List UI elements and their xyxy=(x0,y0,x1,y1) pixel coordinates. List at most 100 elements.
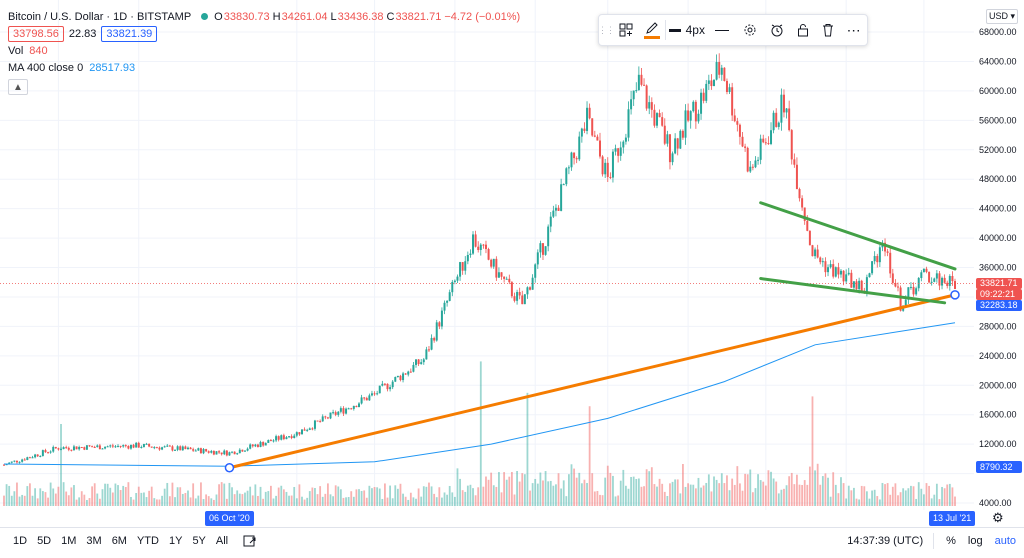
volume-bar xyxy=(865,491,868,506)
volume-legend[interactable]: Vol 840 xyxy=(8,42,523,59)
candle-body xyxy=(490,259,493,267)
trash-icon[interactable] xyxy=(815,15,840,45)
line-width-icon[interactable]: 4px xyxy=(666,15,708,45)
candle-body xyxy=(624,137,627,142)
candle-body xyxy=(772,112,775,131)
volume-bar xyxy=(588,406,591,506)
candle-body xyxy=(731,87,734,116)
volume-bar xyxy=(632,476,635,506)
candle-body xyxy=(609,176,612,178)
candle-body xyxy=(352,405,355,409)
lock-icon[interactable] xyxy=(790,15,815,45)
ma-legend[interactable]: MA 400 close 0 28517.93 xyxy=(8,59,523,76)
volume-bar xyxy=(324,493,327,506)
candle-body xyxy=(930,281,933,283)
template-icon[interactable] xyxy=(613,15,640,45)
more-icon[interactable]: ⋯ xyxy=(846,21,861,38)
candle-body xyxy=(816,249,819,258)
candle-body xyxy=(39,455,42,457)
volume-bar xyxy=(106,483,109,506)
price-axis[interactable]: 68000.00 64000.00 60000.00 56000.00 52000.00… xyxy=(974,0,1024,510)
candle-body xyxy=(757,159,760,161)
clock-time[interactable]: 14:37:39 (UTC) xyxy=(847,534,924,547)
auto-scale-toggle[interactable]: auto xyxy=(994,534,1016,547)
range-button-ytd[interactable]: YTD xyxy=(136,534,159,547)
volume-bar xyxy=(669,483,671,506)
candle-body xyxy=(788,108,791,131)
candle-body xyxy=(614,148,617,152)
volume-bar xyxy=(448,485,451,506)
volume-bar xyxy=(477,487,480,506)
alert-icon[interactable] xyxy=(763,15,790,45)
volume-bar xyxy=(65,491,68,506)
volume-bar xyxy=(350,491,353,506)
candle-body xyxy=(630,99,633,110)
volume-bar xyxy=(21,494,24,506)
range-button-1y[interactable]: 1Y xyxy=(168,534,183,547)
collapse-legend-button[interactable]: ▲ xyxy=(8,79,28,95)
sell-price-button[interactable]: 33798.56 xyxy=(8,25,64,42)
candle-body xyxy=(705,83,708,101)
volume-bar xyxy=(834,484,837,506)
volume-bar xyxy=(327,483,329,506)
volume-bar xyxy=(184,492,187,506)
volume-bar xyxy=(456,468,459,506)
volume-bar xyxy=(741,490,744,506)
range-button-5y[interactable]: 5Y xyxy=(192,534,206,547)
currency-selector[interactable]: USD ▾ xyxy=(986,9,1018,24)
gear-icon[interactable] xyxy=(737,15,764,45)
candle-body xyxy=(264,442,267,446)
range-button-5d[interactable]: 5D xyxy=(37,534,52,547)
buy-price-button[interactable]: 33821.39 xyxy=(101,25,158,42)
candle-body xyxy=(878,247,881,263)
volume-bar xyxy=(479,361,482,506)
volume-bar xyxy=(433,493,436,506)
candle-body xyxy=(26,457,29,460)
candle-body xyxy=(928,271,931,283)
candle-body xyxy=(72,446,75,451)
candle-body xyxy=(98,445,101,450)
volume-bar xyxy=(772,478,775,506)
volume-bar xyxy=(871,490,873,506)
candle-body xyxy=(487,249,490,260)
candle-body xyxy=(448,292,451,301)
range-button-1m[interactable]: 1M xyxy=(61,534,77,547)
candle-body xyxy=(446,300,449,303)
chart-pane[interactable]: AugSepNovDec2021FebMarAprMayJunJul11 xyxy=(0,0,974,523)
candle-body xyxy=(158,447,161,450)
symbol-title[interactable]: Bitcoin / U.S. Dollar · 1D · BITSTAMP xyxy=(8,10,192,23)
line-style-icon[interactable] xyxy=(708,15,737,45)
volume-bar xyxy=(207,496,210,506)
candle-body xyxy=(777,122,780,127)
range-button-all[interactable]: All xyxy=(215,534,229,547)
volume-bar xyxy=(223,483,226,506)
volume-bar xyxy=(863,486,866,506)
price-chart[interactable]: AugSepNovDec2021FebMarAprMayJunJul11 xyxy=(0,0,974,523)
candle-body xyxy=(106,446,109,448)
candle-body xyxy=(725,80,728,92)
volume-bar xyxy=(57,486,60,506)
candle-body xyxy=(850,272,853,288)
goto-date-icon[interactable] xyxy=(243,534,257,548)
range-button-1d[interactable]: 1D xyxy=(13,534,28,547)
volume-bar xyxy=(277,487,280,506)
chart-settings-gear-icon[interactable]: ⚙ xyxy=(992,510,1004,525)
range-button-6m[interactable]: 6M xyxy=(111,534,127,547)
volume-bar xyxy=(658,478,661,506)
candle-body xyxy=(598,140,601,157)
log-toggle[interactable]: log xyxy=(967,534,983,547)
volume-bar xyxy=(793,484,796,506)
candle-body xyxy=(389,387,392,390)
drag-handle-icon[interactable]: ⋮⋮ xyxy=(598,24,615,35)
volume-bar xyxy=(710,491,713,506)
percent-toggle[interactable]: % xyxy=(946,534,956,547)
range-button-3m[interactable]: 3M xyxy=(86,534,102,547)
candle-body xyxy=(635,90,638,92)
y-tick-label: 40000.00 xyxy=(979,233,1017,243)
volume-bar xyxy=(200,482,202,506)
candle-body xyxy=(933,278,936,282)
candle-body xyxy=(588,107,591,119)
pencil-icon[interactable] xyxy=(640,15,665,45)
volume-bar xyxy=(210,498,213,506)
candle-body xyxy=(759,138,762,160)
